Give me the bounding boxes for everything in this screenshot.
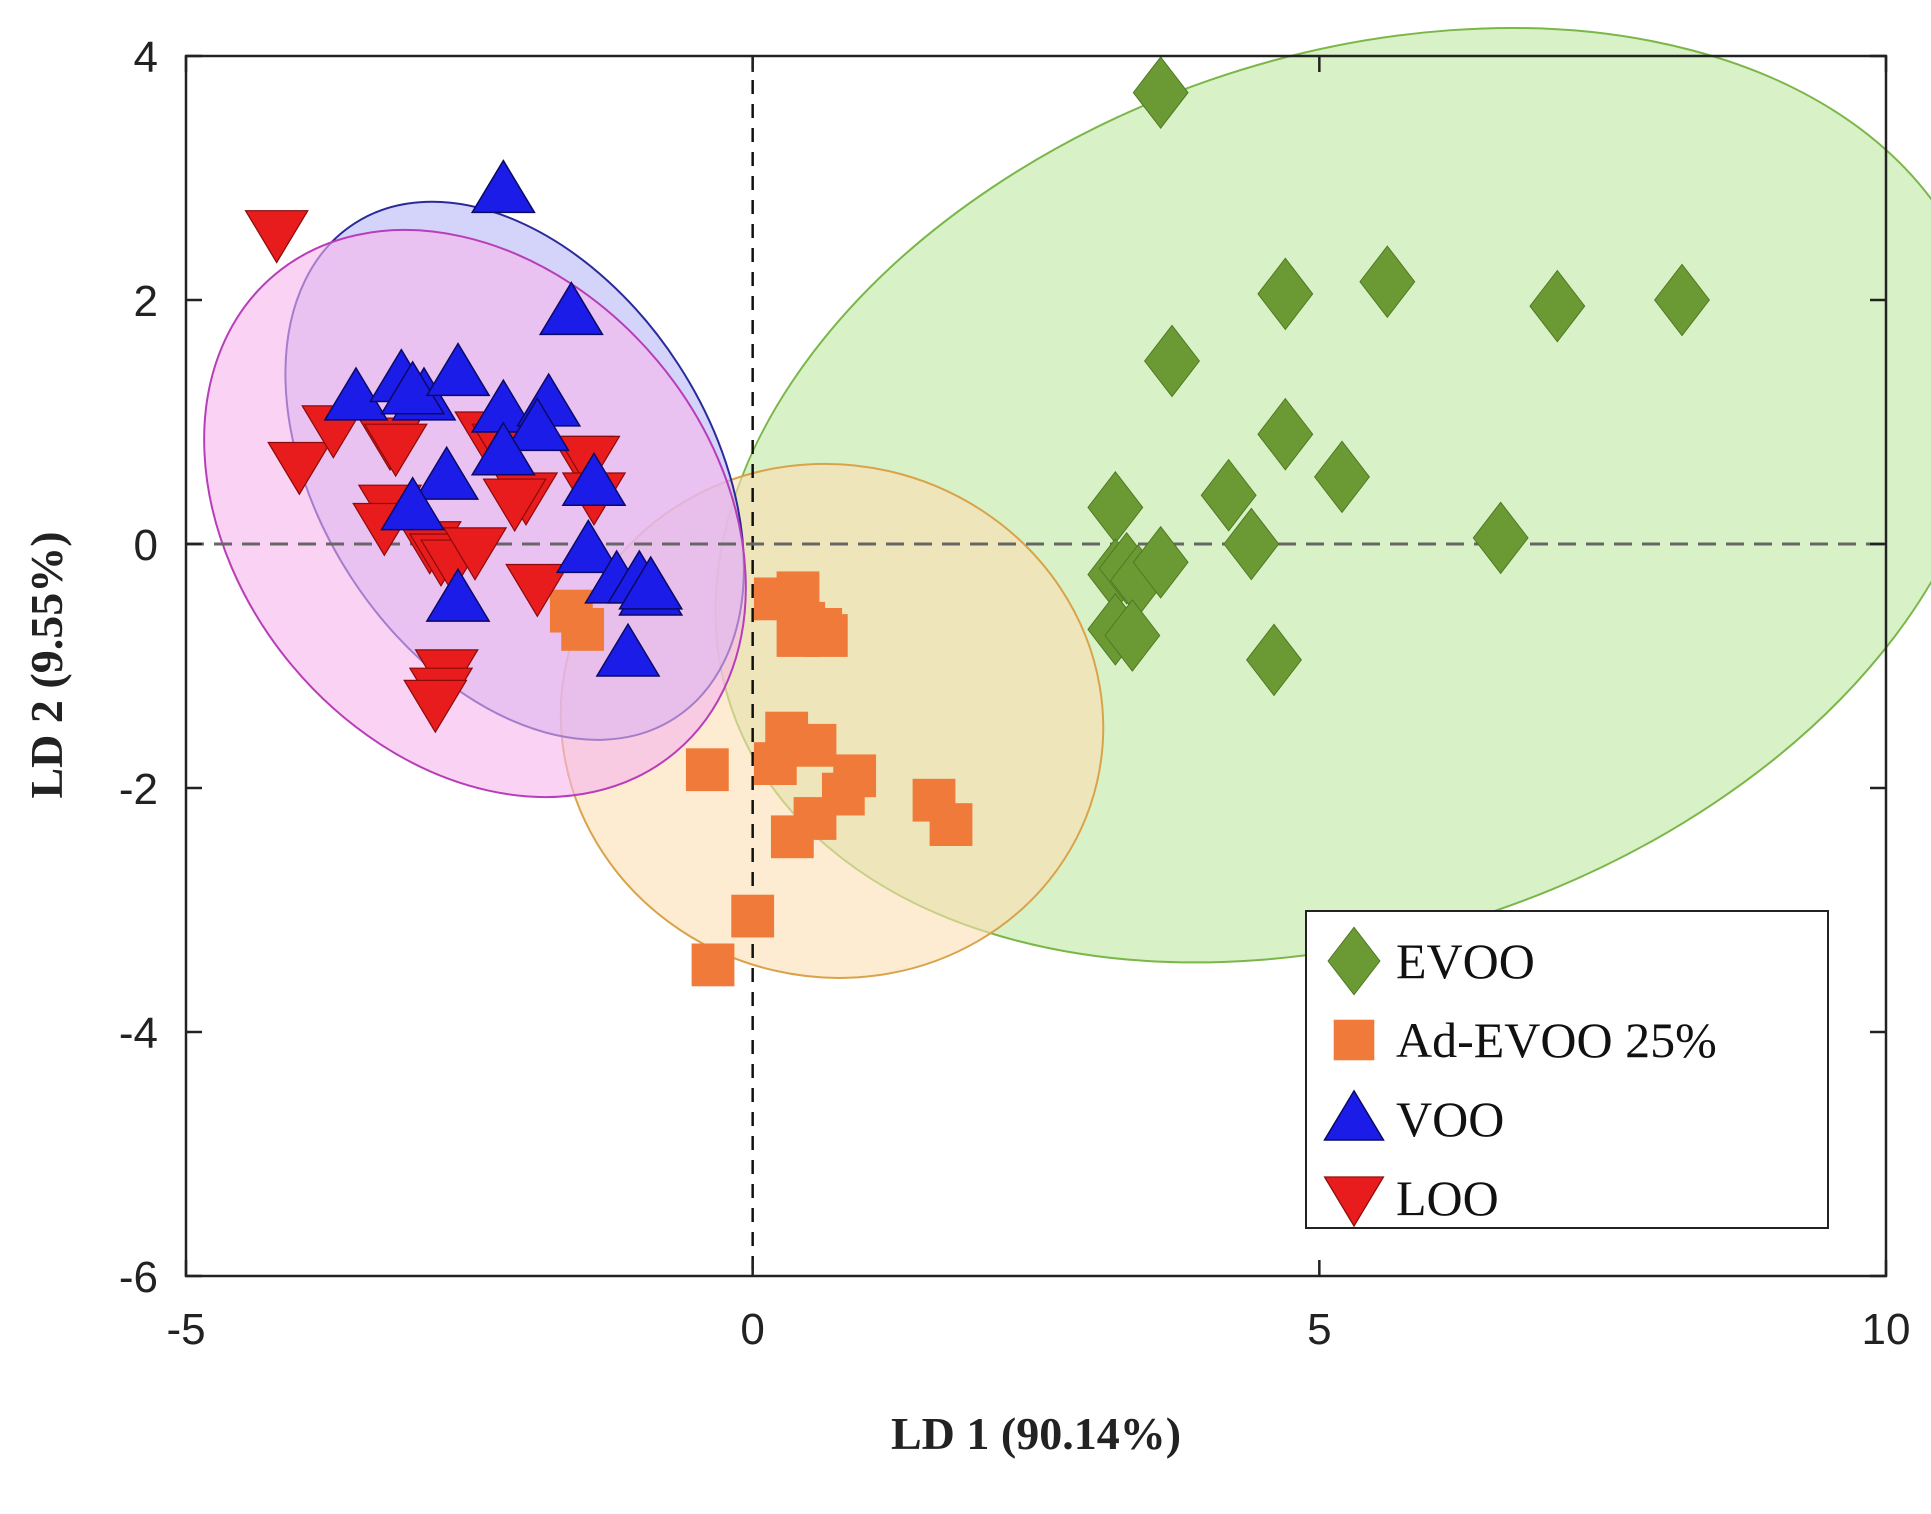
point-evoo-15 xyxy=(1132,525,1189,599)
point-ad-evoo-25-18 xyxy=(731,894,775,938)
legend-label-voo: VOO xyxy=(1396,1091,1504,1147)
point-evoo-5 xyxy=(1144,324,1200,398)
point-evoo-17 xyxy=(1104,599,1161,672)
series-voo xyxy=(323,159,684,677)
point-voo-14 xyxy=(555,519,621,574)
legend-marker-ad-evoo-25 xyxy=(1333,1019,1375,1061)
point-ad-evoo-25-19 xyxy=(691,943,735,987)
point-evoo-11 xyxy=(1223,507,1280,581)
legend-box xyxy=(1305,910,1829,1229)
legend-marker-voo xyxy=(1323,1089,1385,1141)
point-voo-10 xyxy=(470,421,536,476)
point-loo-18 xyxy=(505,563,570,618)
series-evoo xyxy=(1087,56,1710,697)
point-voo-19 xyxy=(425,567,491,622)
point-evoo-7 xyxy=(1314,440,1370,514)
point-loo-0 xyxy=(244,210,309,264)
point-voo-18 xyxy=(618,555,684,610)
y-tick-label: -2 xyxy=(119,765,158,814)
legend-item-evoo: EVOO xyxy=(1327,926,1535,996)
point-voo-1 xyxy=(538,281,604,336)
point-voo-0 xyxy=(470,159,536,214)
point-ad-evoo-25-7 xyxy=(804,614,848,657)
point-ad-evoo-25-1 xyxy=(561,608,605,651)
y-tick-label: -6 xyxy=(119,1253,158,1302)
point-voo-2 xyxy=(323,366,389,421)
y-tick-label: 0 xyxy=(134,521,158,570)
axis-ticks xyxy=(184,54,1888,1278)
point-evoo-4 xyxy=(1654,263,1710,337)
point-voo-11 xyxy=(414,445,480,500)
point-voo-6 xyxy=(425,342,491,397)
legend: EVOO Ad-EVOO 25% VOO LOO xyxy=(1305,910,1829,1229)
legend-label-loo: LOO xyxy=(1396,1170,1499,1226)
legend-item-ad-evoo-25: Ad-EVOO 25% xyxy=(1333,1012,1717,1068)
point-voo-9 xyxy=(504,397,570,452)
y-tick-label: -4 xyxy=(119,1009,158,1058)
point-evoo-0 xyxy=(1132,56,1189,129)
point-evoo-6 xyxy=(1257,397,1314,471)
point-loo-1 xyxy=(267,441,332,496)
point-loo-17 xyxy=(442,527,508,581)
x-tick-label: 0 xyxy=(740,1305,764,1354)
point-evoo-1 xyxy=(1359,245,1416,319)
point-voo-5 xyxy=(380,360,446,415)
legend-item-voo: VOO xyxy=(1323,1089,1504,1147)
plot-frame xyxy=(184,54,1888,1278)
point-ad-evoo-25-10 xyxy=(753,742,797,786)
point-evoo-9 xyxy=(1200,458,1257,532)
point-ad-evoo-25-17 xyxy=(685,748,729,792)
y-tick-label: 2 xyxy=(134,277,158,326)
y-tick-label: 4 xyxy=(134,33,158,82)
point-ad-evoo-25-9 xyxy=(793,723,837,767)
point-voo-20 xyxy=(595,622,661,677)
legend-label-ad-evoo-25: Ad-EVOO 25% xyxy=(1396,1012,1717,1068)
legend-marker-evoo xyxy=(1327,926,1381,996)
point-voo-12 xyxy=(380,476,446,531)
x-tick-label: -5 xyxy=(166,1305,205,1354)
x-tick-label: 10 xyxy=(1862,1305,1911,1354)
point-evoo-2 xyxy=(1257,257,1314,331)
point-loo-21 xyxy=(403,679,468,734)
data-points xyxy=(244,56,1710,987)
series-ad-evoo-25 xyxy=(549,571,973,987)
point-evoo-18 xyxy=(1246,623,1302,697)
point-loo-4 xyxy=(363,423,428,478)
point-ad-evoo-25-14 xyxy=(929,803,973,847)
x-axis-title: LD 1 (90.14%) xyxy=(891,1408,1181,1459)
y-axis-title: LD 2 (9.55%) xyxy=(21,531,72,798)
point-evoo-10 xyxy=(1472,501,1529,575)
x-tick-label: 5 xyxy=(1307,1305,1331,1354)
point-ad-evoo-25-16 xyxy=(770,815,814,859)
point-voo-13 xyxy=(561,451,627,506)
legend-item-loo: LOO xyxy=(1323,1170,1499,1228)
legend-label-evoo: EVOO xyxy=(1396,933,1535,989)
point-evoo-3 xyxy=(1529,269,1586,343)
legend-marker-loo xyxy=(1323,1176,1385,1228)
axis-tick-labels: -5 0 5 10 -6 -4 -2 0 2 4 xyxy=(119,33,1911,1354)
point-loo-11 xyxy=(482,478,547,533)
